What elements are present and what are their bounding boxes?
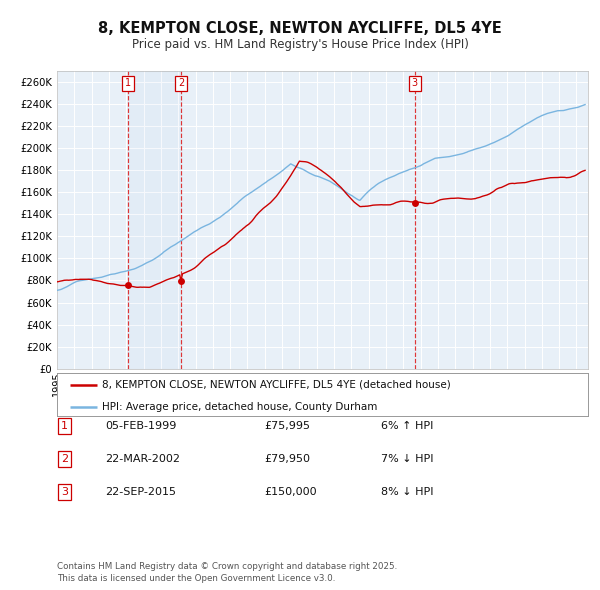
Text: 1: 1 [61, 421, 68, 431]
Text: 8% ↓ HPI: 8% ↓ HPI [381, 487, 433, 497]
Text: 2: 2 [178, 78, 184, 88]
Text: 2: 2 [61, 454, 68, 464]
Text: 22-SEP-2015: 22-SEP-2015 [105, 487, 176, 497]
Text: £150,000: £150,000 [264, 487, 317, 497]
Text: 8, KEMPTON CLOSE, NEWTON AYCLIFFE, DL5 4YE (detached house): 8, KEMPTON CLOSE, NEWTON AYCLIFFE, DL5 4… [102, 380, 451, 390]
Text: 3: 3 [61, 487, 68, 497]
Text: HPI: Average price, detached house, County Durham: HPI: Average price, detached house, Coun… [102, 402, 377, 412]
Bar [128, 71, 181, 369]
Text: 7% ↓ HPI: 7% ↓ HPI [381, 454, 433, 464]
Point [410, 198, 419, 208]
Text: 1: 1 [125, 78, 131, 88]
Text: 22-MAR-2002: 22-MAR-2002 [105, 454, 180, 464]
Text: £75,995: £75,995 [264, 421, 310, 431]
Text: 05-FEB-1999: 05-FEB-1999 [105, 421, 176, 431]
Text: £79,950: £79,950 [264, 454, 310, 464]
Text: Price paid vs. HM Land Registry's House Price Index (HPI): Price paid vs. HM Land Registry's House … [131, 38, 469, 51]
Text: 6% ↑ HPI: 6% ↑ HPI [381, 421, 433, 431]
Text: 3: 3 [412, 78, 418, 88]
Text: 8, KEMPTON CLOSE, NEWTON AYCLIFFE, DL5 4YE: 8, KEMPTON CLOSE, NEWTON AYCLIFFE, DL5 4… [98, 21, 502, 35]
Point [176, 276, 186, 285]
Text: Contains HM Land Registry data © Crown copyright and database right 2025.
This d: Contains HM Land Registry data © Crown c… [57, 562, 397, 583]
Point [123, 280, 133, 290]
